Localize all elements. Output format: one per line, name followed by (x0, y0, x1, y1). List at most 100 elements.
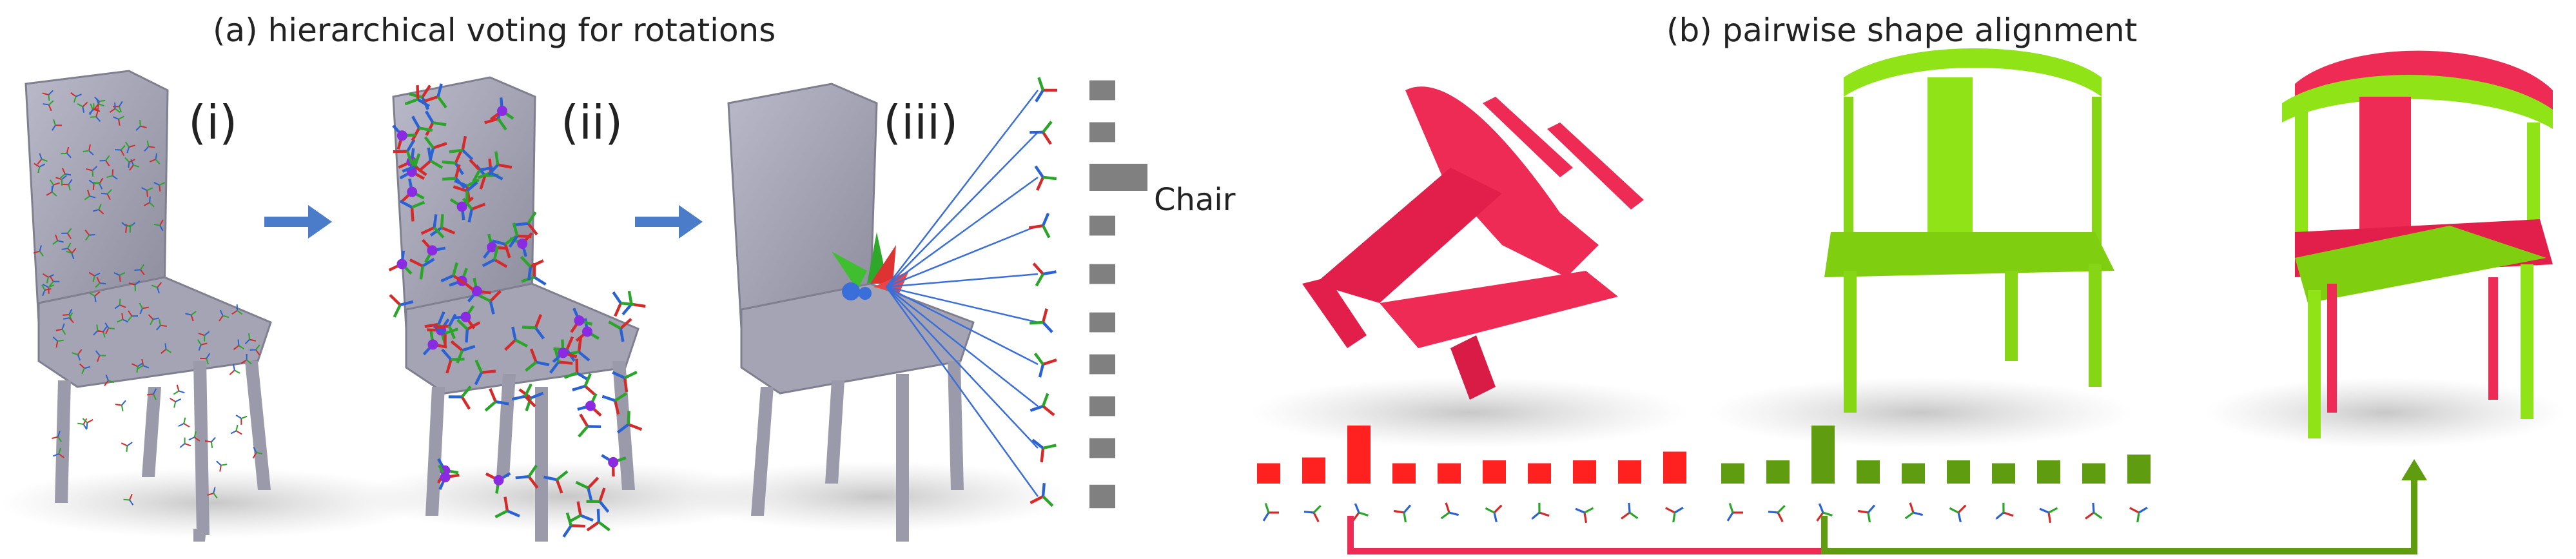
frame-glyph (52, 234, 64, 245)
frame-glyph (106, 169, 118, 180)
frame-glyph (131, 362, 143, 373)
vote-point (493, 475, 504, 485)
frame-glyph (161, 343, 172, 354)
rotation-bin-icon (1621, 502, 1639, 520)
frame-glyph (83, 144, 94, 156)
target-chair-green (1708, 48, 2134, 448)
frame-glyph (393, 139, 416, 165)
rotation-vote-bar (2127, 455, 2151, 484)
frame-glyph (34, 162, 46, 173)
rotation-vote-bar (2037, 460, 2060, 484)
frame-glyph (179, 437, 191, 448)
rotation-vote-bar (1811, 426, 1835, 484)
frame-glyph (95, 350, 106, 362)
frame-glyph (474, 359, 496, 386)
vote-point (407, 186, 418, 197)
rotation-bin-icon (1352, 503, 1369, 522)
frame-glyph (244, 333, 257, 345)
vote-point (496, 106, 507, 117)
rotation-vote-bar (1721, 463, 1744, 484)
frame-glyph (61, 228, 72, 239)
frame-glyph (147, 388, 157, 400)
frame-glyph (549, 348, 573, 374)
frame-glyph (449, 135, 474, 161)
frame-glyph (52, 431, 63, 442)
frame-glyph (612, 291, 634, 317)
frame-glyph (601, 392, 627, 415)
frame-glyph (55, 175, 67, 186)
frame-glyph (578, 413, 601, 438)
rotation-vote-bar (1573, 460, 1596, 484)
vote-point (581, 326, 592, 337)
step-i-label: (i) (188, 95, 238, 150)
frame-glyph (82, 418, 93, 429)
frame-glyph (219, 309, 229, 322)
rotation-bin-icon (2039, 507, 2058, 524)
frame-glyph (113, 271, 126, 282)
vote-point (487, 242, 498, 253)
frame-glyph (235, 415, 248, 425)
rotation-bin-icon (1531, 502, 1550, 520)
vote-point (460, 311, 471, 322)
green-rotation-bars (1721, 426, 2151, 484)
frame-glyph (141, 187, 153, 197)
rotation-bin-icon (1857, 504, 1876, 523)
class-vote-bar (1089, 264, 1115, 284)
frame-glyph (504, 326, 529, 351)
rotation-vote-bar (1392, 463, 1416, 484)
rotation-hypothesis-icon (1033, 352, 1057, 378)
frame-glyph (52, 336, 64, 348)
frame-glyph (616, 411, 643, 434)
rotation-vote-bar (1663, 451, 1686, 484)
rotation-bin-icon (1303, 505, 1322, 522)
frame-glyph (156, 319, 167, 331)
rotation-hypotheses (1028, 77, 1057, 507)
rotation-hypothesis-icon (1029, 121, 1053, 145)
frame-glyph (520, 255, 544, 280)
arrow-ii-to-iii (635, 205, 703, 239)
frame-glyph (440, 262, 466, 285)
class-vote-bars (1089, 80, 1147, 509)
rotation-hypothesis-icon (1029, 393, 1055, 417)
source-chair-red (1251, 86, 1689, 448)
frame-glyph (127, 310, 138, 322)
vote-point (396, 259, 407, 270)
frame-glyph (43, 284, 55, 294)
frame-glyph (170, 398, 182, 408)
frame-glyph (134, 264, 145, 275)
rotation-bin-icon (1816, 503, 1833, 522)
rotation-bin-icon (1262, 503, 1279, 522)
frame-glyph (135, 120, 147, 131)
vote-point (574, 315, 585, 326)
frame-glyph (49, 275, 60, 287)
frame-glyph (149, 153, 161, 165)
class-vote-bar (1089, 122, 1115, 142)
frame-glyph (114, 299, 126, 309)
rotation-hypothesis-icon (1029, 483, 1054, 507)
up-arrow-icon (2401, 459, 2427, 480)
chair-ii (361, 76, 774, 542)
local-frames-ii (388, 83, 646, 538)
rotation-vote-bar (1618, 460, 1641, 484)
frame-glyph (112, 101, 123, 113)
frame-glyph (233, 339, 244, 350)
frame-glyph (84, 230, 95, 241)
frame-glyph (115, 400, 126, 412)
frame-glyph (144, 140, 155, 152)
frame-glyph (60, 168, 72, 179)
frame-glyph (42, 90, 54, 101)
frame-glyph (70, 92, 82, 103)
step-iii-label: (iii) (883, 95, 959, 150)
frame-glyph (522, 314, 545, 340)
frame-glyph (79, 363, 91, 375)
frame-glyph (207, 487, 218, 499)
frame-glyph (448, 386, 472, 410)
rotation-hypothesis-icon (1028, 213, 1051, 239)
vote-point (471, 286, 482, 297)
frame-glyph (494, 496, 520, 518)
frame-glyph (252, 447, 263, 458)
rotation-vote-bar (1992, 463, 2015, 484)
frame-glyph (121, 222, 133, 233)
frame-glyph (86, 166, 98, 177)
arrow-i-to-ii (264, 205, 332, 239)
